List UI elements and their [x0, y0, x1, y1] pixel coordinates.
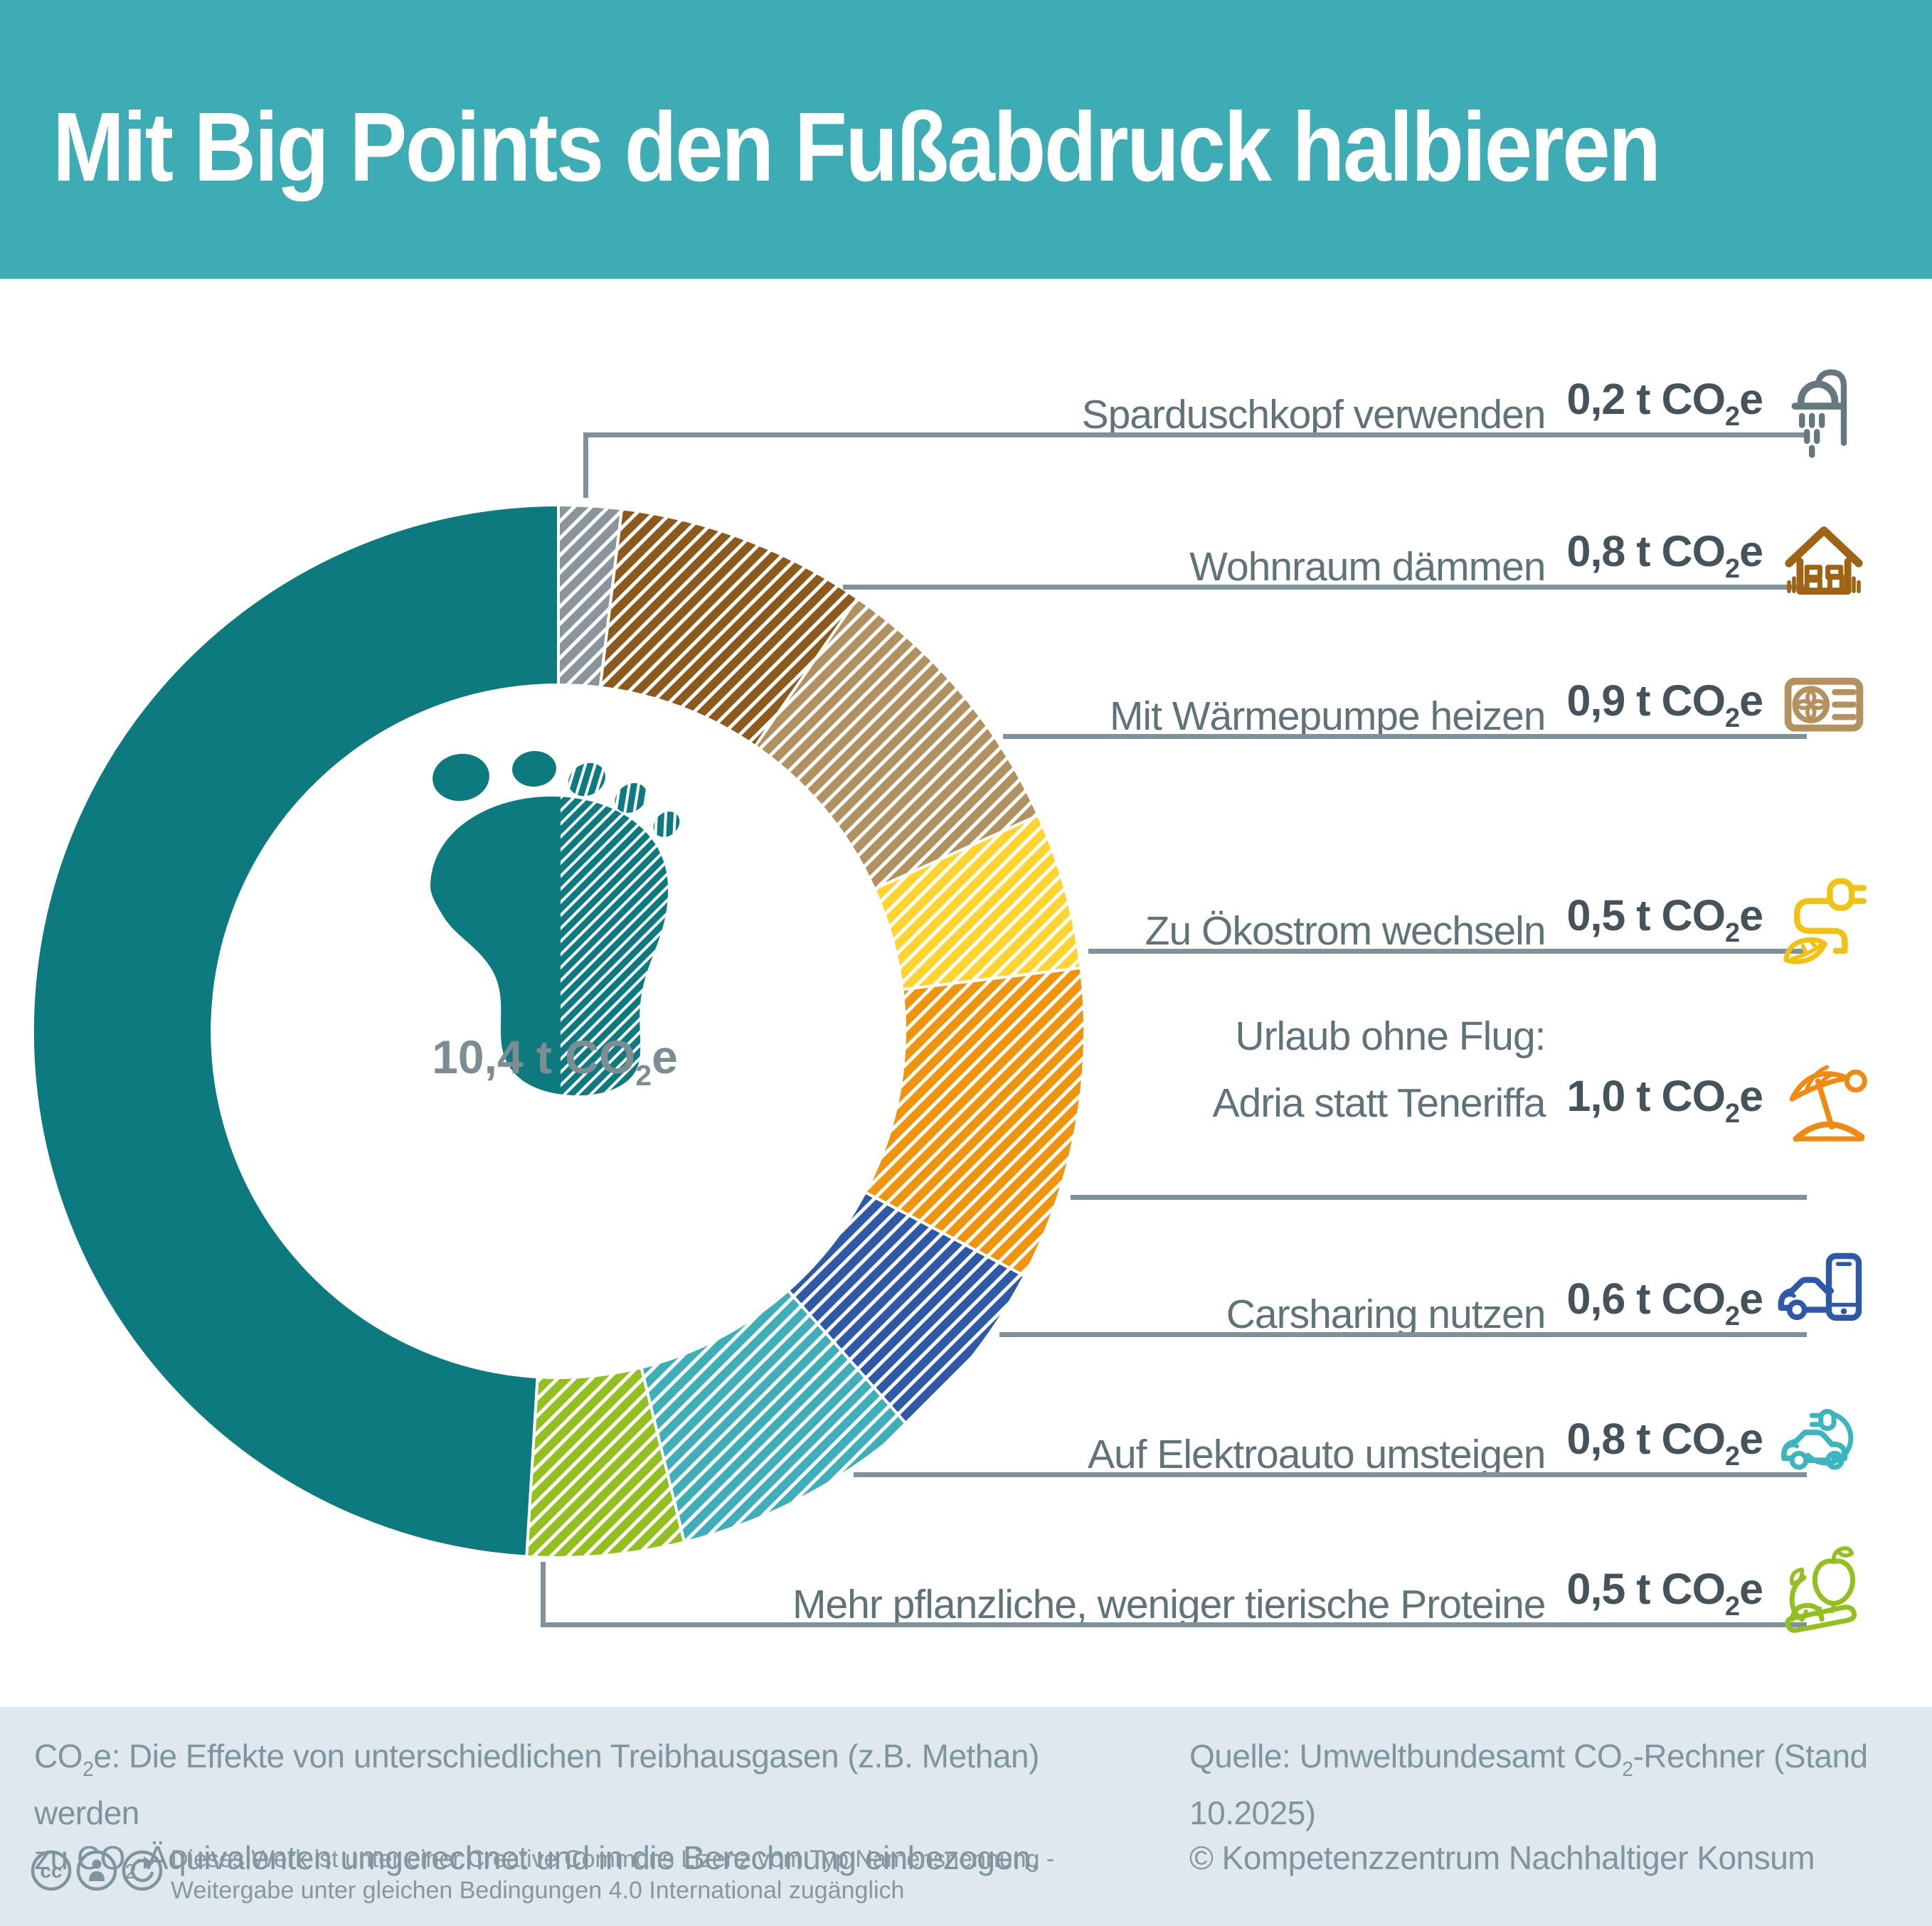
- measure-row: Wohnraum dämmen 0,8 t CO2e: [1189, 526, 1763, 592]
- measure-value: 0,9 t CO2e: [1566, 676, 1763, 734]
- cc-license-icons: cc: [31, 1850, 163, 1891]
- green-power-icon: [1783, 878, 1867, 964]
- measure-row: Mit Wärmepumpe heizen 0,9 t CO2e: [1110, 676, 1763, 741]
- ecar-icon: [1781, 1409, 1854, 1470]
- connector-line: [854, 1472, 1807, 1477]
- license-text: Dieses Werk ist unter einer Creative Com…: [171, 1843, 1054, 1906]
- food-icon: [1785, 1546, 1857, 1633]
- measure-label: Auf Elektroauto umsteigen: [1087, 1432, 1546, 1478]
- footprint-icon: [430, 750, 680, 1096]
- measure-value: 0,5 t CO2e: [1566, 891, 1763, 949]
- measure-label: Zu Ökostrom wechseln: [1145, 908, 1546, 954]
- measure-label: Urlaub ohne Flug: Adria statt Teneriffa: [1212, 1013, 1546, 1126]
- svg-text:cc: cc: [40, 1860, 62, 1882]
- connector-line: [541, 1622, 1807, 1627]
- total-footprint-value: 10,4 t CO2e: [432, 1031, 678, 1092]
- measure-row: Carsharing nutzen 0,6 t CO2e: [1226, 1274, 1763, 1339]
- sa-icon: [122, 1850, 163, 1891]
- cc-icon: [31, 1850, 72, 1891]
- header-band: Mit Big Points den Fußabdruck halbieren: [0, 0, 1932, 279]
- connector-line: [1003, 734, 1807, 739]
- connector-elbow: [583, 432, 588, 498]
- carsharing-icon: [1778, 1252, 1862, 1321]
- source-line2: © Kompetenzzentrum Nachhaltiger Konsum: [1189, 1839, 1815, 1877]
- measure-value: 1,0 t CO2e: [1566, 1071, 1763, 1129]
- measure-label: Mehr pflanzliche, weniger tierische Prot…: [792, 1582, 1546, 1628]
- measure-row: Auf Elektroauto umsteigen 0,8 t CO2e: [1088, 1414, 1763, 1479]
- footprint-donut-chart: [31, 503, 1086, 1559]
- measure-value: 0,2 t CO2e: [1566, 375, 1763, 432]
- heatpump-icon: [1784, 677, 1864, 732]
- connector-line: [583, 432, 1807, 437]
- measure-value: 0,8 t CO2e: [1566, 527, 1763, 585]
- measure-label: Mit Wärmepumpe heizen: [1109, 693, 1546, 740]
- measure-row: Sparduschkopf verwenden 0,2 t CO2e: [1082, 374, 1763, 440]
- connector-line: [1088, 949, 1807, 954]
- measure-row: Urlaub ohne Flug: Adria statt Teneriffa 1,…: [1212, 1003, 1764, 1137]
- measure-label: Sparduschkopf verwenden: [1081, 392, 1546, 438]
- shower-icon: [1791, 369, 1847, 458]
- connector-line: [1071, 1195, 1807, 1200]
- measure-row: Mehr pflanzliche, weniger tierische Prot…: [792, 1564, 1763, 1629]
- connector-line: [999, 1332, 1807, 1337]
- license-line1: Dieses Werk ist unter einer Creative Com…: [171, 1846, 1055, 1873]
- beach-icon: [1789, 1065, 1867, 1142]
- footer: CO2e: Die Effekte von unterschiedlichen …: [0, 1707, 1932, 1926]
- measure-label: Carsharing nutzen: [1226, 1292, 1546, 1338]
- house-icon: [1785, 526, 1863, 595]
- measure-value: 0,5 t CO2e: [1566, 1565, 1763, 1622]
- source-note: Quelle: Umweltbundesamt CO2-Rechner (Sta…: [1189, 1734, 1901, 1880]
- co2e-note-line1: CO2e: Die Effekte von unterschiedlichen …: [34, 1738, 1039, 1832]
- source-line1: Quelle: Umweltbundesamt CO2-Rechner (Sta…: [1189, 1738, 1868, 1832]
- measure-value: 0,8 t CO2e: [1566, 1415, 1763, 1472]
- measure-row: Zu Ökostrom wechseln 0,5 t CO2e: [1145, 890, 1763, 956]
- connector-elbow: [541, 1562, 546, 1622]
- measure-label: Wohnraum dämmen: [1189, 544, 1546, 590]
- slice-remainder: [31, 503, 560, 1558]
- by-icon: [76, 1850, 117, 1891]
- page-title: Mit Big Points den Fußabdruck halbieren: [53, 92, 1661, 202]
- connector-line: [843, 585, 1807, 590]
- license-line2: Weitergabe unter gleichen Bedingungen 4.…: [171, 1877, 905, 1904]
- measure-value: 0,6 t CO2e: [1566, 1275, 1763, 1332]
